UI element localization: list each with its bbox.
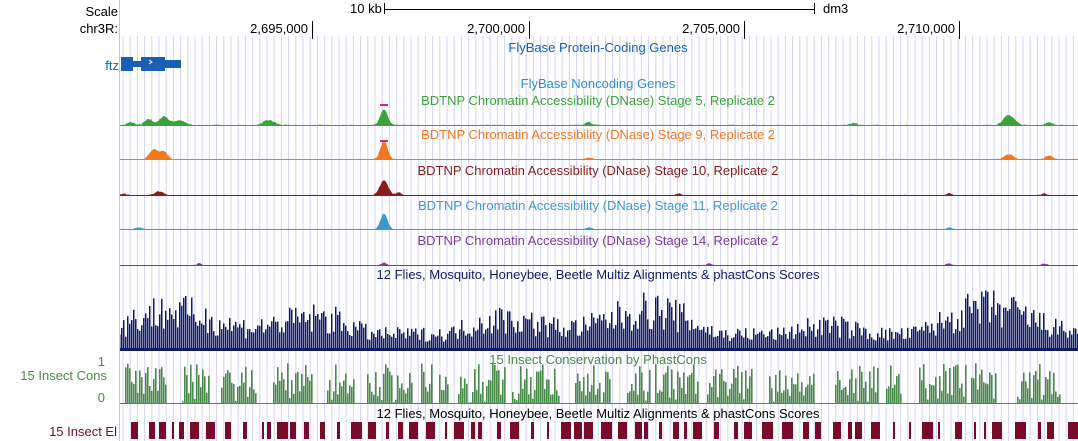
- phastcons-conservation-signal[interactable]: [119, 363, 1078, 405]
- track-plot-area[interactable]: 10 kb dm3 2,695,000 2,700,000 2,705,000 …: [119, 0, 1078, 441]
- dnase-stage9-signal[interactable]: [119, 140, 1078, 160]
- guide-line: [119, 0, 120, 441]
- ruler-tick-label: 2,700,000: [467, 21, 525, 36]
- ruler-tick: [959, 21, 960, 39]
- phastcons-title[interactable]: 15 Insect Conservation by PhastCons: [489, 352, 707, 367]
- multiz-conservation-signal[interactable]: [119, 283, 1078, 351]
- phastcons-left-label[interactable]: 15 Insect Cons: [20, 368, 107, 383]
- dnase-stage10-title[interactable]: BDTNP Chromatin Accessibility (DNase) St…: [417, 163, 779, 178]
- ftz-gene-model[interactable]: [119, 54, 199, 74]
- chrom-label: chr3R:: [79, 21, 118, 36]
- ruler-tick: [312, 21, 313, 39]
- ruler-tick-label: 2,710,000: [897, 21, 955, 36]
- scale-bar-left-end: [384, 3, 385, 14]
- ruler-tick: [744, 21, 745, 39]
- conserved-elements-left-label[interactable]: 15 Insect El: [49, 424, 117, 439]
- dnase-stage14-title[interactable]: BDTNP Chromatin Accessibility (DNase) St…: [417, 233, 779, 248]
- conserved-elements-title[interactable]: 12 Flies, Mosquito, Honeybee, Beetle Mul…: [376, 406, 820, 421]
- ruler-tick: [529, 21, 530, 39]
- ruler-tick-label: 2,695,000: [250, 21, 308, 36]
- phastcons-max-label: 1: [97, 354, 105, 369]
- dnase-stage5-signal[interactable]: [119, 104, 1078, 126]
- dnase-stage9-title[interactable]: BDTNP Chromatin Accessibility (DNase) St…: [421, 127, 775, 142]
- dnase-stage10-signal[interactable]: [119, 176, 1078, 196]
- protein-coding-genes-title[interactable]: FlyBase Protein-Coding Genes: [508, 40, 688, 55]
- assembly-label: dm3: [823, 1, 849, 16]
- scale-bar-right-end: [814, 3, 815, 14]
- noncoding-genes-title[interactable]: FlyBase Noncoding Genes: [520, 76, 676, 91]
- dnase-stage11-title[interactable]: BDTNP Chromatin Accessibility (DNase) St…: [417, 198, 779, 213]
- dnase-stage5-title[interactable]: BDTNP Chromatin Accessibility (DNase) St…: [421, 93, 775, 108]
- ruler-tick-label: 2,705,000: [682, 21, 740, 36]
- dnase-stage14-signal[interactable]: [119, 246, 1078, 266]
- scale-bar-label: 10 kb: [350, 1, 382, 16]
- dnase-stage11-signal[interactable]: [119, 210, 1078, 230]
- conserved-elements-blocks[interactable]: [119, 422, 1078, 439]
- scale-label: Scale: [85, 4, 118, 19]
- multiz-title[interactable]: 12 Flies, Mosquito, Honeybee, Beetle Mul…: [376, 267, 820, 282]
- phastcons-min-label: 0: [97, 390, 105, 405]
- scale-bar: [384, 9, 815, 10]
- gene-label-ftz[interactable]: ftz: [105, 58, 119, 73]
